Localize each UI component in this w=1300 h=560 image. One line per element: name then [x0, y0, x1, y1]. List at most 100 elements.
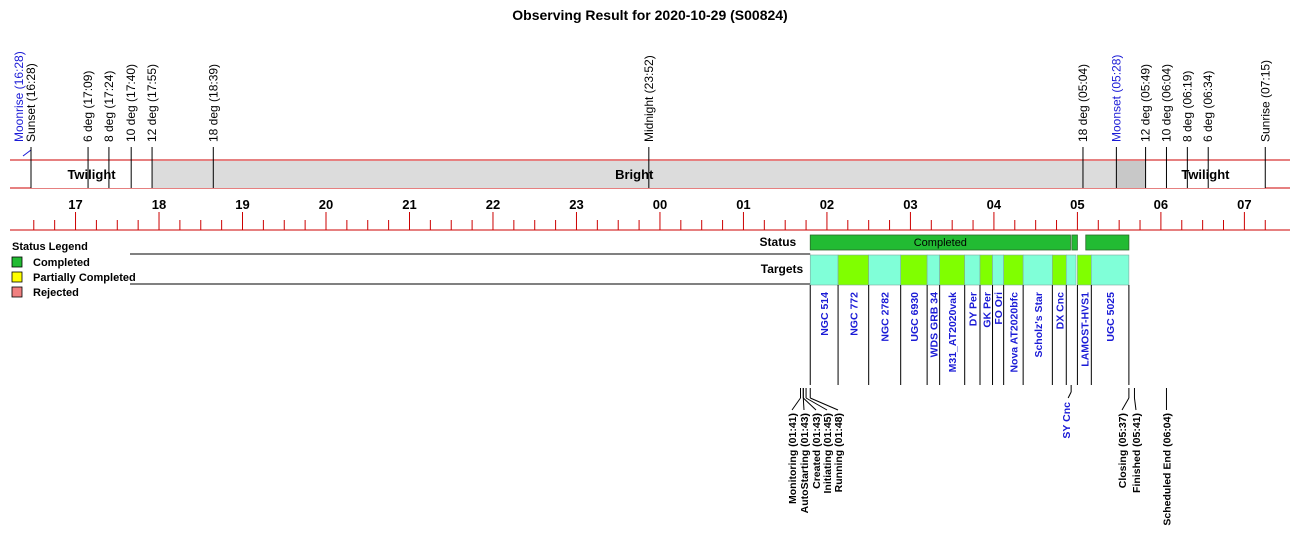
- event-label-18-deg-18-39: 18 deg (18:39): [206, 64, 220, 142]
- hour-tick-label-07: 07: [1237, 197, 1251, 212]
- hour-tick-label-17: 17: [68, 197, 82, 212]
- target-label-gk-per: GK Per: [981, 292, 993, 328]
- row-label-targets: Targets: [761, 262, 804, 276]
- hour-tick-label-06: 06: [1154, 197, 1168, 212]
- hour-tick-label-05: 05: [1070, 197, 1084, 212]
- status-legend: Status Legend Completed Partially Complete…: [11, 241, 136, 299]
- target-label-sy-cnc: SY Cnc: [1061, 402, 1073, 439]
- target-block-wds-grb-34: [926, 254, 940, 286]
- band-label-twilight-3: Twilight: [1181, 167, 1230, 182]
- status-segment-1: [1071, 234, 1078, 251]
- legend-label-completed: Completed: [33, 257, 90, 269]
- event-label-moonset-05-28: Moonset (05:28): [1109, 55, 1123, 142]
- target-label-ngc-772: NGC 772: [848, 292, 860, 336]
- milestone-leader-autostarting-01-43: [802, 397, 805, 411]
- event-label-10-deg-17-40: 10 deg (17:40): [124, 64, 138, 142]
- hour-tick-label-03: 03: [903, 197, 917, 212]
- target-block-lamost-hvs1: [1077, 254, 1092, 286]
- target-block-nova-at2020bfc: [1003, 254, 1024, 286]
- target-block-m31-at2020vak: [939, 254, 965, 286]
- event-label-sunset-16-28: Sunset (16:28): [24, 63, 38, 142]
- target-label-ngc-514: NGC 514: [819, 292, 831, 336]
- legend-label-rejected: Rejected: [33, 287, 79, 299]
- target-label-fo-ori: FO Ori: [993, 292, 1005, 325]
- milestone-label-created-01-43: Created (01:43): [811, 413, 823, 489]
- legend-swatch-rejected: [11, 286, 23, 298]
- event-label-6-deg-06-34: 6 deg (06:34): [1201, 71, 1215, 142]
- legend-title: Status Legend: [12, 241, 88, 253]
- band-twilight-3: [1145, 161, 1266, 188]
- hour-tick-label-04: 04: [987, 197, 1002, 212]
- target-label-scholz-s-star: Scholz's Star: [1033, 292, 1045, 358]
- milestone-leader-initiating-01-45: [805, 397, 828, 411]
- milestone-label-running-01-48: Running (01:48): [833, 413, 845, 492]
- row-guides: Status Targets: [130, 235, 811, 285]
- hour-tick-label-01: 01: [736, 197, 750, 212]
- target-block-sy-cnc: [1065, 254, 1077, 286]
- event-label-sunrise-07-15: Sunrise (07:15): [1258, 60, 1272, 142]
- target-block-ugc-6930: [900, 254, 928, 286]
- event-label-18-deg-05-04: 18 deg (05:04): [1076, 64, 1090, 142]
- target-block-ugc-5025: [1091, 254, 1130, 286]
- band-twilight-0: [31, 161, 153, 188]
- chart-title: Observing Result for 2020-10-29 (S00824): [512, 7, 787, 23]
- event-label-10-deg-06-04: 10 deg (06:04): [1159, 64, 1173, 142]
- event-label-6-deg-17-09: 6 deg (17:09): [81, 71, 95, 142]
- hour-tick-label-18: 18: [152, 197, 166, 212]
- hour-tick-label-23: 23: [569, 197, 583, 212]
- milestone-leader-closing-05-37: [1121, 397, 1130, 411]
- target-label-m31-at2020vak: M31_AT2020vak: [947, 292, 959, 373]
- target-label-dy-per: DY Per: [967, 292, 979, 326]
- hour-tick-label-00: 00: [653, 197, 667, 212]
- milestone-leader-monitoring-01-41: [791, 397, 801, 411]
- legend-swatch-partially-completed: [11, 271, 23, 283]
- band-gap-2: [1116, 161, 1146, 188]
- hour-axis: 17 18 19 20 21 22 23 00 01 02 03 04 05 06 07: [10, 197, 1290, 231]
- status-segment-0: [809, 234, 1071, 251]
- hour-tick-label-02: 02: [820, 197, 834, 212]
- target-block-ngc-772: [837, 254, 869, 286]
- event-label-12-deg-17-55: 12 deg (17:55): [145, 64, 159, 142]
- milestone-label-initiating-01-45: Initiating (01:45): [822, 413, 834, 494]
- target-label-ugc-5025: UGC 5025: [1105, 292, 1117, 342]
- sky-bands: Twilight Bright Twilight: [10, 159, 1290, 189]
- event-label-midnight-23-52: Midnight (23:52): [642, 55, 656, 142]
- target-block-fo-ori: [992, 254, 1004, 286]
- target-block-scholz-s-star: [1022, 254, 1053, 286]
- event-label-12-deg-05-49: 12 deg (05:49): [1139, 64, 1153, 142]
- event-markers: Moonrise (16:28)Sunset (16:28) 6 deg (17:…: [12, 51, 1272, 188]
- status-segment-label-0: Completed: [914, 237, 967, 249]
- milestone-label-monitoring-01-41: Monitoring (01:41): [787, 413, 799, 504]
- status-segment-2: [1085, 234, 1130, 251]
- target-label-ngc-2782: NGC 2782: [880, 292, 892, 342]
- band-bright-1: [152, 161, 1117, 188]
- event-leader-moonrise-16-28: [22, 149, 32, 157]
- legend-label-partially-completed: Partially Completed: [33, 272, 136, 284]
- event-label-moonrise-16-28: Moonrise (16:28): [12, 51, 26, 142]
- hour-tick-label-21: 21: [402, 197, 416, 212]
- target-block-dx-cnc: [1052, 254, 1067, 286]
- milestone-label-autostarting-01-43: AutoStarting (01:43): [799, 413, 811, 513]
- status-row: Completed: [809, 234, 1130, 251]
- milestone-label-closing-05-37: Closing (05:37): [1117, 413, 1129, 488]
- target-label-wds-grb-34: WDS GRB 34: [928, 292, 940, 358]
- milestone-markers: Monitoring (01:41) AutoStarting (01:43) Cr…: [787, 388, 1173, 526]
- hour-tick-label-19: 19: [235, 197, 249, 212]
- band-label-twilight-0: Twilight: [67, 167, 116, 182]
- milestone-label-finished-05-41: Finished (05:41): [1131, 413, 1143, 493]
- milestone-leader-finished-05-41: [1133, 397, 1137, 411]
- milestone-label-scheduled-end-06-04: Scheduled End (06:04): [1161, 413, 1173, 526]
- band-label-bright-1: Bright: [615, 167, 654, 182]
- target-block-ngc-514: [809, 254, 839, 286]
- target-label-ugc-6930: UGC 6930: [909, 292, 921, 342]
- target-block-ngc-2782: [868, 254, 901, 286]
- milestone-leader-running-01-48: [810, 397, 839, 411]
- row-label-status: Status: [760, 235, 797, 249]
- target-leader-tail-sy-cnc: [1067, 391, 1072, 399]
- event-label-8-deg-06-19: 8 deg (06:19): [1180, 71, 1194, 142]
- target-label-lamost-hvs1: LAMOST-HVS1: [1079, 292, 1091, 367]
- legend-swatch-completed: [11, 256, 23, 268]
- target-block-gk-per: [979, 254, 993, 286]
- milestone-leader-created-01-43: [802, 397, 817, 411]
- event-label-8-deg-17-24: 8 deg (17:24): [102, 71, 116, 142]
